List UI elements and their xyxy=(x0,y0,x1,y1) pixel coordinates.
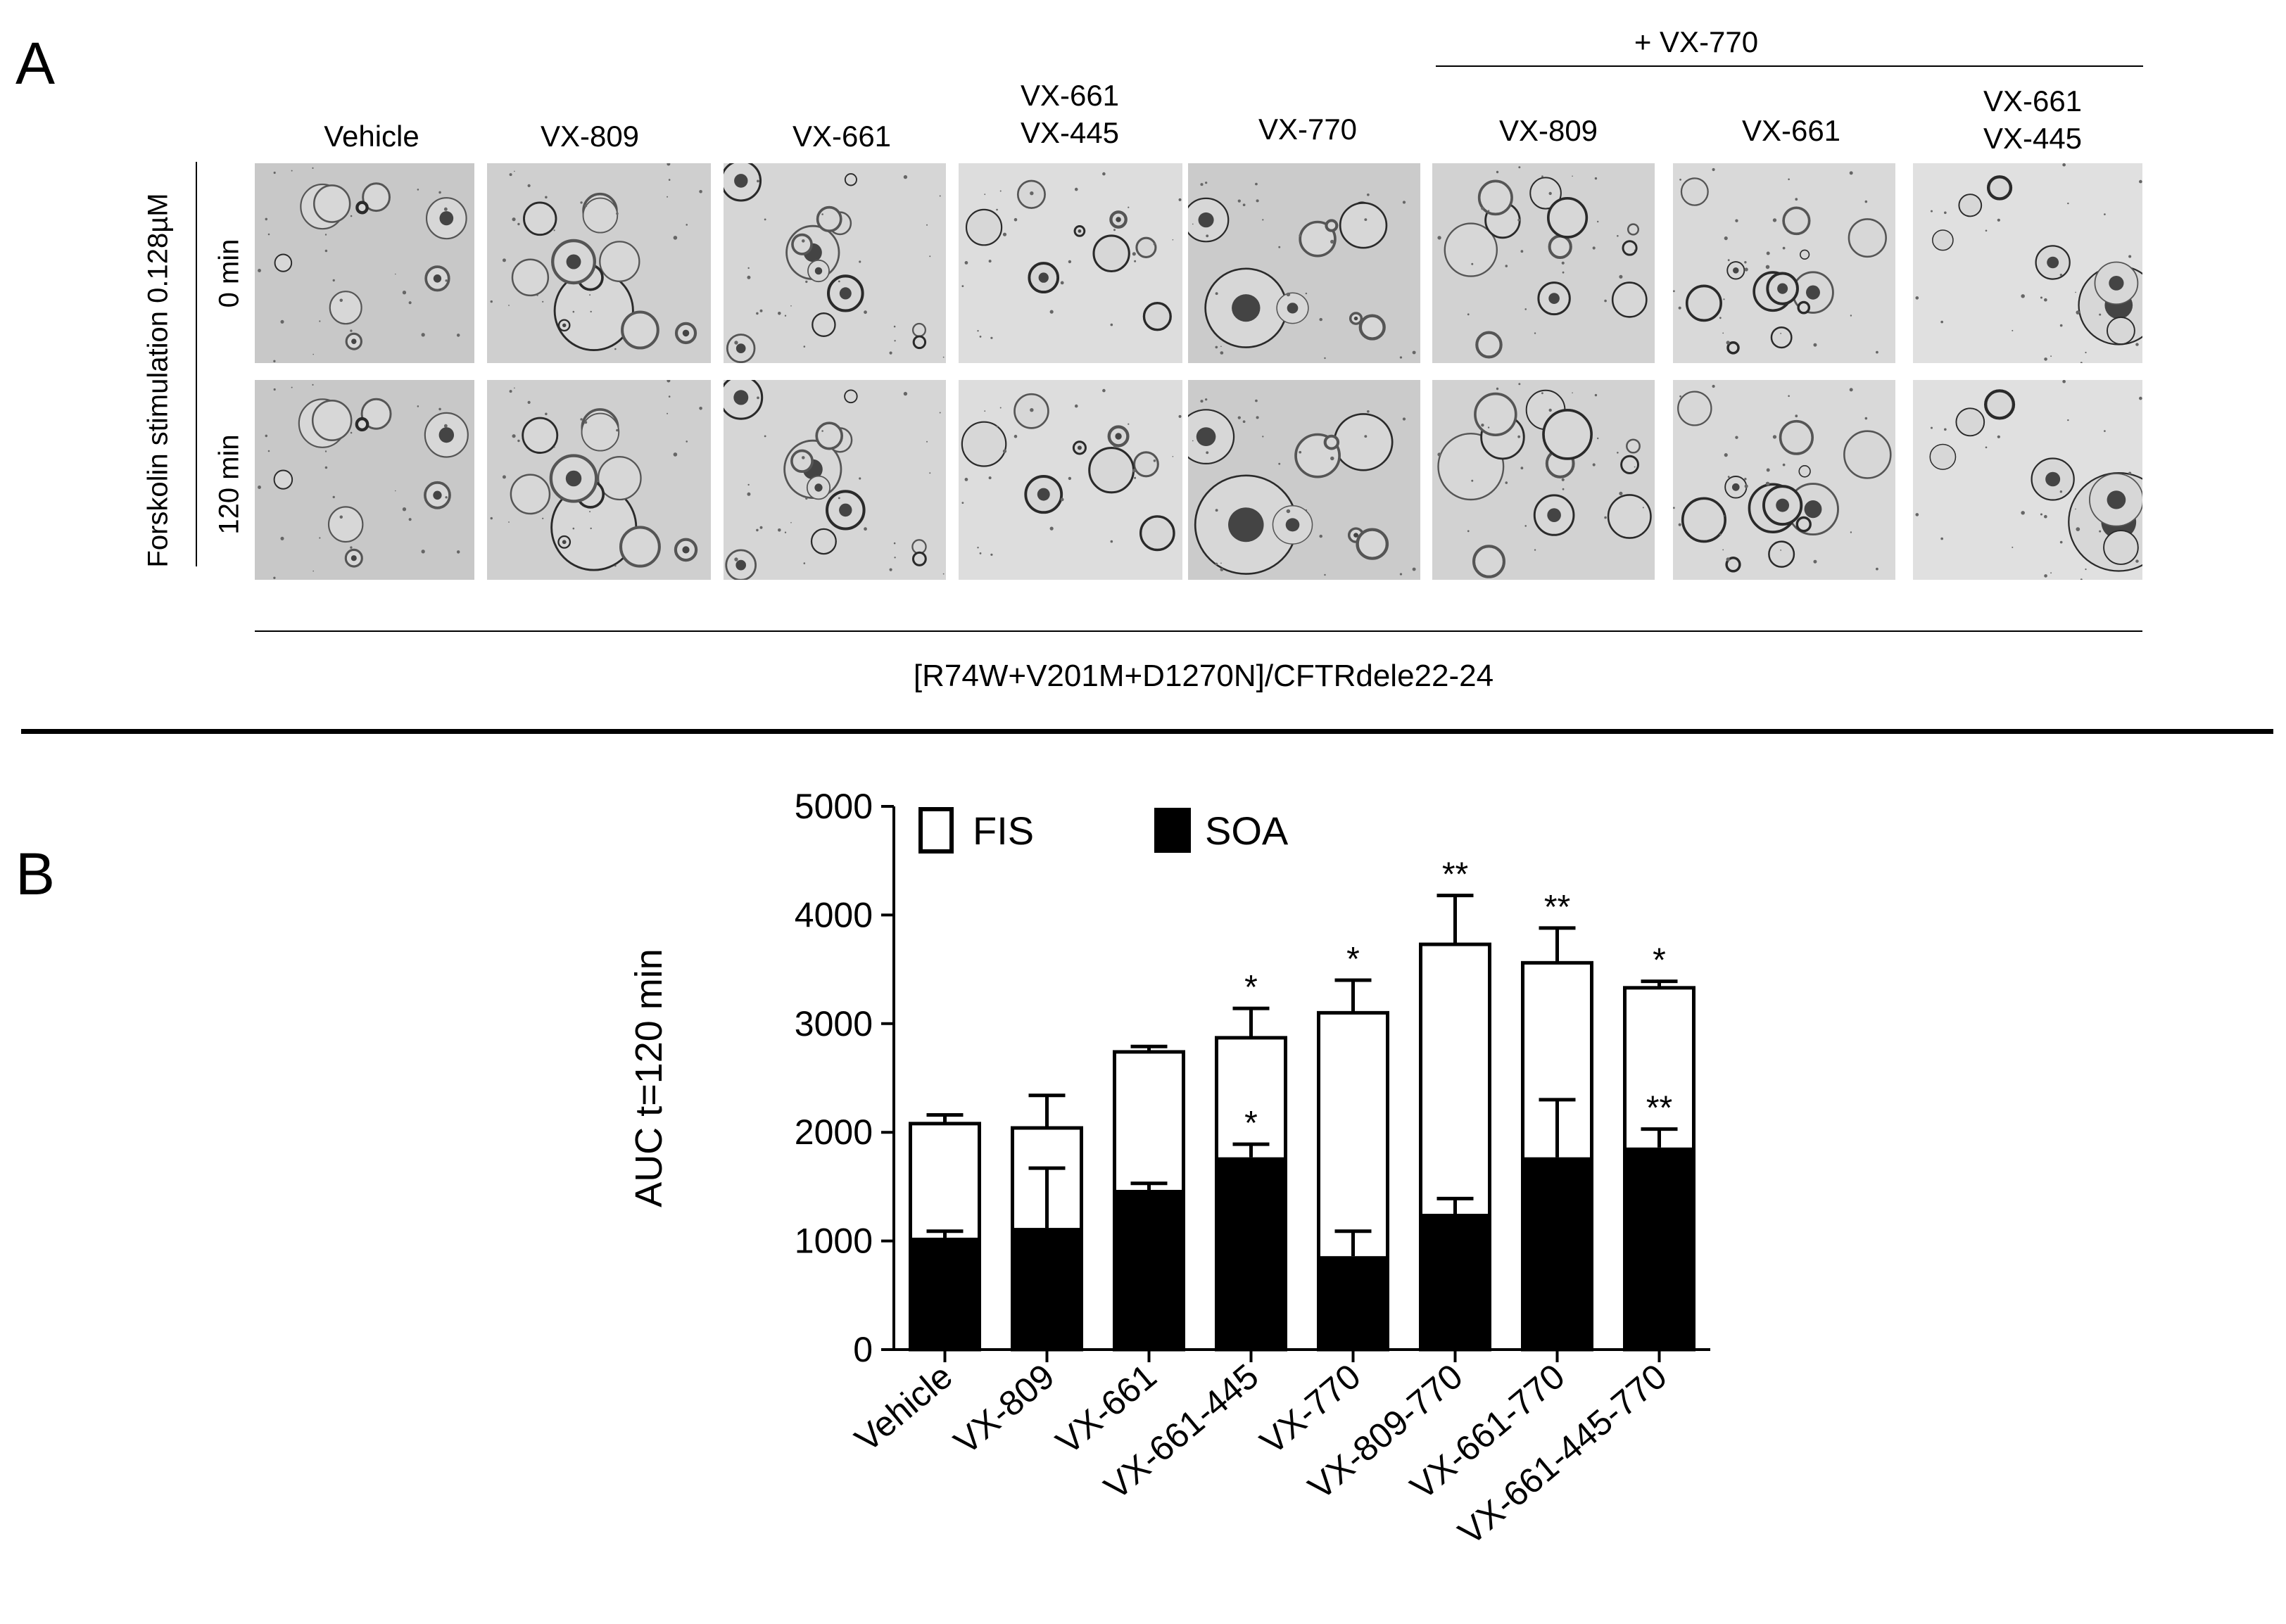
bracket-line xyxy=(1436,65,2143,67)
y-tick-label: 4000 xyxy=(795,895,873,934)
genotype-caption: [R74W+V201M+D1270N]/CFTRdele22-24 xyxy=(913,659,1494,693)
column-label-4: VX-770 xyxy=(1202,111,1413,148)
column-label-2: VX-661 xyxy=(736,118,947,156)
fis-significance: ** xyxy=(1544,889,1570,926)
column-label-line: VX-770 xyxy=(1258,113,1358,146)
panel-a-letter: A xyxy=(15,30,56,96)
soa-bar xyxy=(1114,1190,1184,1350)
organoid-image-tile xyxy=(959,163,1182,363)
y-tick-label: 1000 xyxy=(795,1222,873,1261)
row-group-line xyxy=(196,162,197,566)
y-axis-label: AUC t=120 min xyxy=(628,949,670,1207)
organoid-image-tile xyxy=(255,163,474,363)
organoid-image-tile xyxy=(487,163,711,363)
y-tick-label: 2000 xyxy=(795,1112,873,1152)
organoid-image-tile xyxy=(1913,380,2142,580)
legend-soa-label: SOA xyxy=(1205,808,1289,853)
column-label-line: VX-809 xyxy=(1498,114,1598,147)
y-tick-label: 3000 xyxy=(795,1004,873,1043)
column-label-1: VX-809 xyxy=(484,118,695,156)
column-label-6: VX-661 xyxy=(1686,113,1897,150)
column-label-0: Vehicle xyxy=(266,118,477,156)
organoid-image-tile xyxy=(1188,380,1420,580)
soa-bar xyxy=(1216,1157,1286,1350)
organoid-image-tile xyxy=(959,380,1182,580)
x-tick-label: Vehicle xyxy=(847,1357,960,1460)
y-tick-label: 5000 xyxy=(795,787,873,826)
organoid-image-tile xyxy=(255,380,474,580)
legend-soa-swatch xyxy=(1154,808,1191,853)
organoid-image-tile xyxy=(724,380,946,580)
panel-divider xyxy=(21,729,2273,734)
x-tick-label: VX-809 xyxy=(947,1357,1062,1462)
column-label-line: VX-661 xyxy=(1983,84,2083,118)
column-label-line: VX-809 xyxy=(540,120,640,153)
fis-significance: * xyxy=(1346,941,1360,978)
soa-significance: ** xyxy=(1646,1090,1672,1127)
legend-fis-swatch xyxy=(918,807,954,854)
organoid-image-tile xyxy=(1673,163,1895,363)
column-label-line: Vehicle xyxy=(324,120,419,153)
organoid-image-tile xyxy=(487,380,711,580)
organoid-image-tile xyxy=(724,163,946,363)
panel-b-letter: B xyxy=(15,841,56,907)
organoid-image-tile xyxy=(1432,163,1655,363)
bracket-label: + VX-770 xyxy=(1634,25,1759,58)
soa-bar xyxy=(1012,1228,1082,1350)
column-label-line: VX-661 xyxy=(1741,114,1841,147)
soa-bar xyxy=(1318,1256,1388,1350)
soa-bar xyxy=(1624,1147,1694,1350)
organoid-image-tile xyxy=(1188,163,1420,363)
organoid-image-tile xyxy=(1432,380,1655,580)
legend-fis-label: FIS xyxy=(973,808,1034,853)
column-label-line: VX-445 xyxy=(1020,115,1120,149)
column-label-7: VX-661 VX-445 xyxy=(1927,83,2138,157)
genotype-line xyxy=(255,630,2142,632)
soa-bar xyxy=(1420,1214,1490,1350)
fis-significance: * xyxy=(1653,942,1666,979)
column-label-3: VX-661 VX-445 xyxy=(964,77,1175,151)
soa-significance: * xyxy=(1244,1105,1258,1142)
column-label-line: VX-445 xyxy=(1983,121,2083,155)
column-label-line: VX-661 xyxy=(1020,79,1120,112)
y-tick-label: 0 xyxy=(853,1330,873,1369)
organoid-image-tile xyxy=(1673,380,1895,580)
organoid-image-tile xyxy=(1913,163,2142,363)
column-label-5: VX-809 xyxy=(1443,113,1654,150)
column-label-line: VX-661 xyxy=(792,120,892,153)
soa-bar xyxy=(1522,1157,1592,1350)
fis-significance: ** xyxy=(1442,856,1468,894)
soa-bar xyxy=(910,1237,980,1350)
fis-significance: * xyxy=(1244,969,1258,1006)
